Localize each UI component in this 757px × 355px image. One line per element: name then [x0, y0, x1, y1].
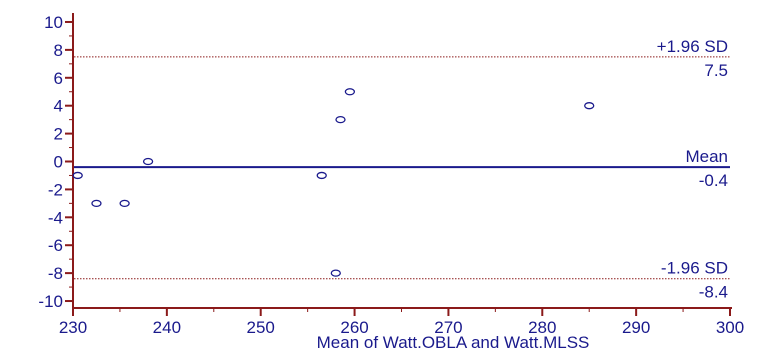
x-tick-label: 260: [340, 318, 368, 337]
x-tick-label: 270: [434, 318, 462, 337]
axes-layer: 10 8 6 4 2 0 -2 -4 -6 -8 -10 230 240 250 260 270 280 290 3…: [38, 13, 744, 337]
y-tick-label: -10: [38, 292, 63, 311]
reference-line-value: -0.4: [699, 171, 728, 190]
data-point: [72, 171, 83, 180]
data-point: [584, 102, 595, 110]
data-point: [316, 171, 327, 180]
y-tick-label: 0: [54, 153, 63, 172]
y-tick-label: -2: [48, 180, 63, 199]
x-tick-label: 230: [59, 318, 87, 337]
y-tick-label: 6: [54, 69, 63, 88]
y-tick-label: -4: [48, 208, 63, 227]
x-tick-label: 290: [622, 318, 650, 337]
y-tick-label: -8: [48, 264, 63, 283]
reference-line-value: 7.5: [704, 61, 728, 80]
y-tick-label: 10: [44, 13, 63, 32]
y-tick-label: 2: [54, 125, 63, 144]
reference-line-value: -8.4: [699, 283, 728, 302]
y-tick-label: 4: [54, 97, 63, 116]
data-point: [119, 199, 130, 208]
y-tick-label: 8: [54, 41, 63, 60]
x-tick-label: 240: [153, 318, 181, 337]
y-tick-label: -6: [48, 236, 63, 255]
reference-line-name: Mean: [685, 147, 728, 166]
data-point: [142, 157, 154, 166]
x-axis-title: Mean of Watt.OBLA and Watt.MLSS: [317, 333, 590, 352]
data-point: [330, 269, 341, 277]
x-tick-label: 250: [247, 318, 275, 337]
data-points-layer: [72, 88, 595, 277]
x-tick-label: 280: [528, 318, 556, 337]
reference-lines-layer: [74, 56, 730, 280]
data-point: [344, 88, 356, 96]
x-tick-label: 300: [716, 318, 744, 337]
reference-line-name: -1.96 SD: [661, 259, 728, 278]
data-point: [335, 115, 346, 124]
reference-line-name: +1.96 SD: [657, 37, 728, 56]
data-point: [91, 199, 102, 208]
labels-layer: +1.96 SD 7.5 Mean -0.4 -1.96 SD -8.4: [657, 37, 728, 302]
